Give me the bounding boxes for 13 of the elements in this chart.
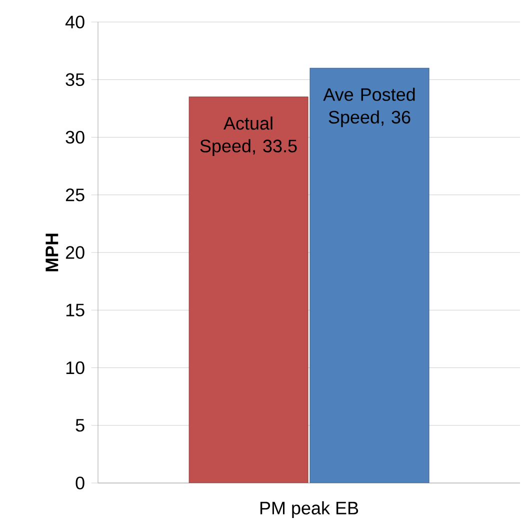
y-tick-label: 5 — [76, 419, 84, 432]
y-tick-label: 40 — [65, 16, 84, 28]
y-tick-label: 20 — [66, 246, 84, 259]
y-tick-label: 15 — [66, 304, 84, 316]
data-label: Actual Speed, 33.5 — [200, 116, 297, 156]
y-tick-label: 25 — [66, 188, 84, 202]
y-tick-label: 35 — [66, 73, 84, 86]
y-axis-title: MPH — [46, 234, 58, 272]
y-tick-label: 30 — [66, 130, 84, 144]
x-tick-label: PM peak EB — [260, 501, 358, 518]
data-label: Ave Posted Speed, 36 — [323, 88, 415, 128]
y-tick-label: 10 — [66, 361, 84, 374]
y-tick-label: 0 — [76, 476, 84, 490]
